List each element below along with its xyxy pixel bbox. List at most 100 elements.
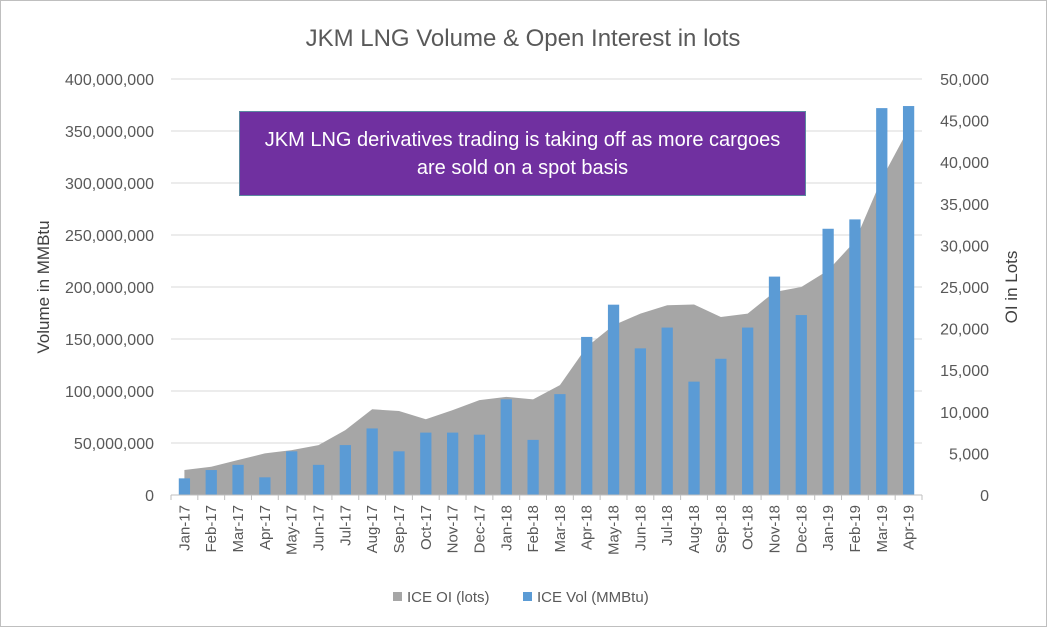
annotation-text: JKM LNG derivatives trading is taking of… <box>264 128 781 179</box>
x-tick-label: Sep-18 <box>713 505 730 553</box>
right-tick-label: 50,000 <box>940 72 989 89</box>
left-tick-label: 200,000,000 <box>65 280 154 297</box>
volume-bar <box>688 381 700 495</box>
right-tick-label: 45,000 <box>940 114 989 131</box>
x-tick-label: Jun-17 <box>311 505 328 551</box>
oi-point <box>451 409 454 412</box>
volume-bar <box>661 327 673 495</box>
legend-swatch-vol <box>523 592 532 601</box>
x-tick-label: May-18 <box>606 505 623 555</box>
volume-bar <box>312 464 325 495</box>
oi-point <box>397 409 400 412</box>
x-tick-label: Mar-18 <box>552 505 569 553</box>
oi-point <box>558 384 561 387</box>
volume-bar <box>366 428 378 495</box>
x-tick-label: Apr-19 <box>901 505 918 550</box>
right-tick-label: 20,000 <box>940 322 989 339</box>
x-tick-label: Feb-18 <box>525 505 542 553</box>
left-tick-label: 250,000,000 <box>65 228 154 245</box>
x-tick-label: Apr-18 <box>579 505 596 550</box>
x-tick-label: Apr-17 <box>257 505 274 550</box>
oi-point <box>183 469 186 472</box>
volume-bar-layer <box>178 106 915 496</box>
x-tick-label: Jan-19 <box>820 505 837 551</box>
right-tick-label: 35,000 <box>940 197 989 214</box>
volume-bar <box>715 358 727 495</box>
volume-bar <box>876 108 888 496</box>
left-tick-label: 150,000,000 <box>65 332 154 349</box>
left-tick-label: 50,000,000 <box>74 436 154 453</box>
volume-bar <box>581 336 593 495</box>
right-tick-label: 25,000 <box>940 280 989 297</box>
oi-point <box>746 312 749 315</box>
volume-bar <box>420 432 432 495</box>
volume-bar <box>286 451 298 495</box>
x-tick-label: Aug-17 <box>364 505 381 553</box>
volume-bar <box>339 445 351 495</box>
x-tick-label: Oct-17 <box>418 505 435 550</box>
x-tick-label: Dec-18 <box>793 505 810 553</box>
oi-point <box>237 459 240 462</box>
volume-bar <box>232 464 244 495</box>
left-tick-label: 0 <box>145 488 154 505</box>
oi-point <box>693 303 696 306</box>
oi-point <box>666 304 669 307</box>
x-tick-label: Feb-19 <box>847 505 864 553</box>
right-axis-ticks: 0 5,000 10,000 15,000 20,000 25,000 30,000 35,0… <box>940 72 989 505</box>
volume-bar <box>473 434 486 495</box>
volume-bar <box>607 304 620 495</box>
x-tick-label: May-17 <box>284 505 301 555</box>
volume-bar <box>205 470 217 495</box>
left-axis-label: Volume in MMBtu <box>34 220 53 353</box>
volume-bar <box>527 439 539 495</box>
left-tick-label: 100,000,000 <box>65 384 154 401</box>
oi-point <box>263 452 266 455</box>
oi-point <box>210 465 213 468</box>
volume-bar <box>500 399 512 495</box>
oi-point <box>505 395 508 398</box>
right-tick-label: 40,000 <box>940 155 989 172</box>
oi-point <box>639 312 642 315</box>
x-tick-label: Oct-18 <box>740 505 757 550</box>
axis-layer <box>170 494 923 500</box>
right-axis-label: OI in Lots <box>1002 251 1021 324</box>
volume-bar <box>768 276 781 495</box>
oi-point <box>317 444 320 447</box>
chart-title: JKM LNG Volume & Open Interest in lots <box>306 25 741 52</box>
volume-bar <box>902 106 915 495</box>
oi-point <box>800 286 803 289</box>
left-axis-ticks: 0 50,000,000 100,000,000 150,000,000 200,000… <box>65 72 154 505</box>
volume-bar <box>795 315 807 495</box>
annotation-callout: JKM LNG derivatives trading is taking of… <box>239 111 806 196</box>
oi-point <box>344 429 347 432</box>
volume-bar <box>259 477 271 495</box>
legend: ICE OI (lots) ICE Vol (MMBtu) <box>393 589 649 606</box>
left-tick-label: 400,000,000 <box>65 72 154 89</box>
volume-bar <box>634 348 647 495</box>
x-tick-label: Mar-19 <box>874 505 891 553</box>
volume-bar <box>178 478 191 495</box>
oi-point <box>424 418 427 421</box>
left-tick-label: 300,000,000 <box>65 176 154 193</box>
left-tick-label: 350,000,000 <box>65 124 154 141</box>
legend-label-oi: ICE OI (lots) <box>407 589 490 606</box>
volume-bar <box>554 394 566 495</box>
oi-area <box>184 128 909 496</box>
volume-bar <box>822 228 834 495</box>
oi-point <box>290 449 293 452</box>
oi-area-layer <box>183 128 909 496</box>
x-tick-label: Jul-18 <box>659 505 676 546</box>
oi-point <box>371 408 374 411</box>
x-axis-ticks: Jan-17 Feb-17 Mar-17 Apr-17 May-17 Jun-17 Jul-… <box>176 505 917 555</box>
x-tick-label: Jan-17 <box>176 505 193 551</box>
right-tick-label: 15,000 <box>940 363 989 380</box>
x-tick-label: Sep-17 <box>391 505 408 553</box>
x-tick-label: Mar-17 <box>230 505 247 553</box>
volume-bar <box>742 327 754 495</box>
right-tick-label: 5,000 <box>949 446 989 463</box>
volume-bar <box>446 432 459 495</box>
x-tick-label: Jan-18 <box>498 505 515 551</box>
volume-bar <box>393 451 405 495</box>
right-tick-label: 30,000 <box>940 238 989 255</box>
